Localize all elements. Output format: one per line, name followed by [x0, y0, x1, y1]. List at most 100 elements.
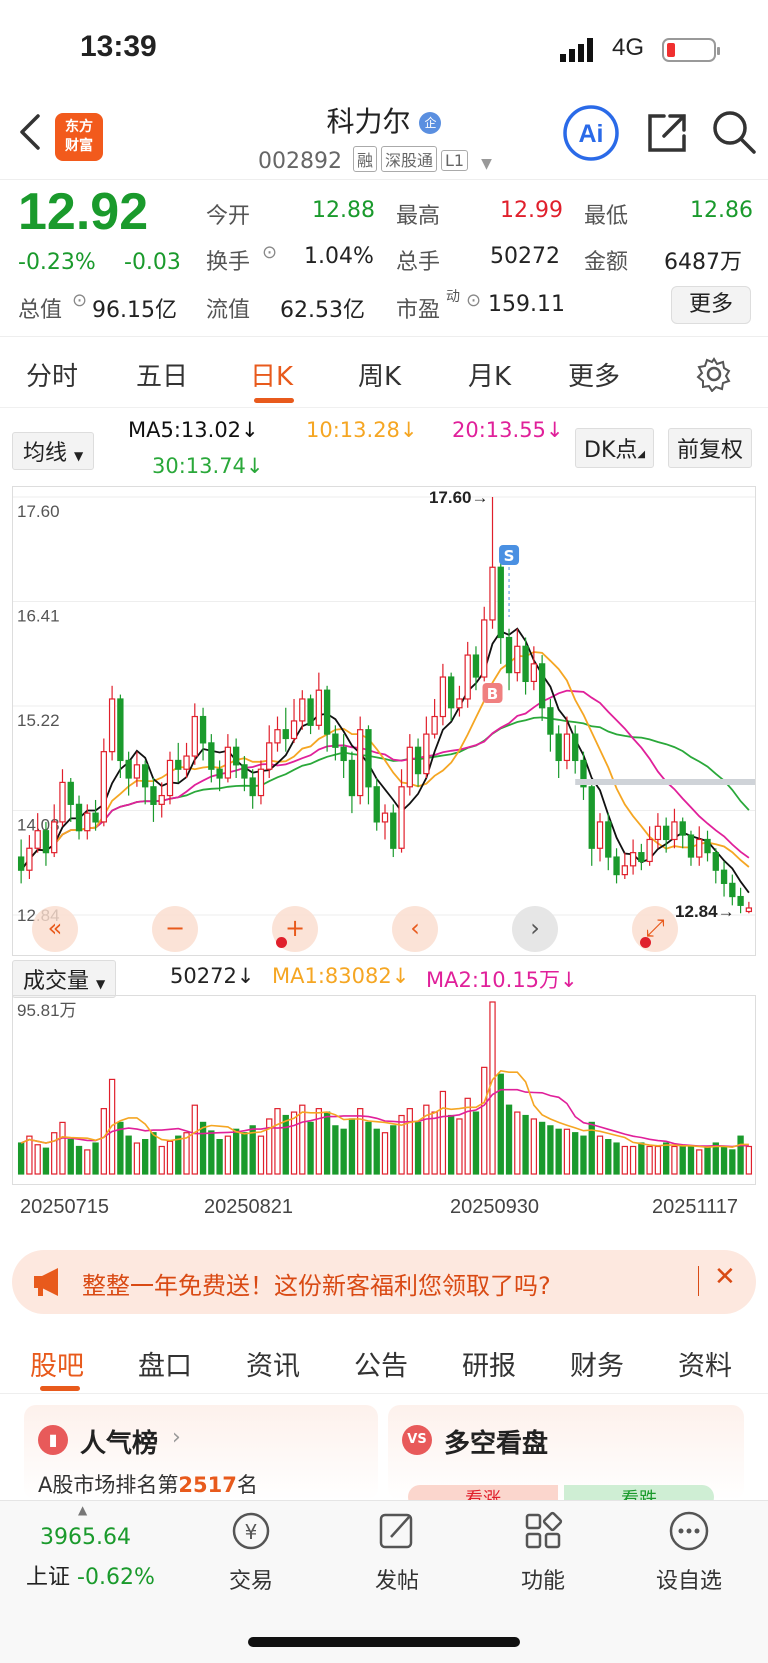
- index-name: 上证: [26, 1565, 71, 1590]
- candle-body: [505, 636, 513, 674]
- share-icon[interactable]: [644, 110, 690, 156]
- volume-bar: [729, 1149, 736, 1175]
- bull-bear-card[interactable]: VS 多空看盘 看涨 看跌: [388, 1405, 744, 1509]
- volume-bar: [100, 1108, 107, 1175]
- svg-text:Ai: Ai: [579, 120, 604, 148]
- amount-label: 金额: [584, 250, 629, 275]
- candle-body: [687, 834, 695, 858]
- volume-bar: [158, 1145, 165, 1175]
- index-row[interactable]: 上证 -0.62%: [26, 1559, 155, 1591]
- volume-bar: [67, 1139, 74, 1175]
- volume-bar: [17, 1142, 25, 1175]
- x-tick: 20250715: [20, 1196, 109, 1218]
- search-icon[interactable]: [710, 108, 758, 156]
- volume-bar: [92, 1142, 99, 1175]
- candle-body: [216, 768, 223, 779]
- indicator-select[interactable]: 均线 ▼: [12, 432, 95, 470]
- volume-bar: [530, 1118, 538, 1175]
- nav-post[interactable]: 发帖: [332, 1509, 462, 1595]
- fullscreen-button[interactable]: ⤢: [632, 906, 678, 952]
- buy-signal: [482, 683, 503, 703]
- volume-bar: [241, 1132, 248, 1175]
- prev-button[interactable]: ‹: [392, 906, 438, 952]
- volume-bar: [51, 1132, 58, 1175]
- tab-profile[interactable]: 资料: [678, 1351, 732, 1382]
- svg-text:¥: ¥: [245, 1520, 258, 1544]
- dk-point-button[interactable]: DK点◢: [575, 428, 655, 468]
- candle-body: [199, 715, 207, 744]
- volume-bar: [687, 1145, 695, 1175]
- info-icon[interactable]: ⊙: [72, 290, 88, 311]
- candle-body: [100, 751, 107, 823]
- volume-bar: [373, 1128, 380, 1175]
- tab-guba[interactable]: 股吧: [30, 1351, 84, 1382]
- tab-pankou[interactable]: 盘口: [138, 1351, 192, 1382]
- volume-bar: [588, 1121, 595, 1175]
- rank-title: 人气榜: [80, 1429, 159, 1459]
- adjust-button[interactable]: 前复权: [668, 428, 753, 468]
- volume-bar: [26, 1135, 33, 1175]
- vol-ma1-label: MA1:83082↓: [272, 964, 410, 988]
- tab-five-day[interactable]: 五日: [136, 362, 189, 392]
- candle-body: [547, 707, 554, 735]
- settings-icon[interactable]: [696, 356, 732, 392]
- index-change: -0.62%: [77, 1565, 155, 1590]
- last-price: 12.92: [18, 183, 149, 241]
- next-button[interactable]: ›: [512, 906, 558, 952]
- tab-monthly-k[interactable]: 月K: [468, 362, 512, 392]
- back-icon[interactable]: [18, 112, 42, 152]
- more-button[interactable]: 更多: [671, 286, 751, 324]
- y-tick-label: 17.60: [17, 502, 60, 521]
- stock-code-row[interactable]: 002892 融深股通 L1 ▼: [258, 146, 492, 174]
- enterprise-badge: 企: [419, 112, 442, 134]
- tab-finance[interactable]: 财务: [570, 1351, 624, 1382]
- ai-icon[interactable]: Ai: [562, 104, 620, 162]
- promo-banner[interactable]: 整整一年免费送！这份新客福利您领取了吗? ✕: [12, 1250, 756, 1314]
- tab-more[interactable]: 更多: [568, 362, 621, 392]
- candle-body: [142, 764, 149, 788]
- zoom-out-button[interactable]: −: [152, 906, 198, 952]
- volume-select[interactable]: 成交量 ▼: [12, 960, 117, 998]
- min-price-label: 12.84→: [675, 902, 735, 921]
- candle-body: [663, 825, 670, 841]
- tab-daily-k[interactable]: 日K: [250, 362, 294, 392]
- volume-bar: [266, 1118, 273, 1175]
- volume-bar: [679, 1145, 686, 1175]
- tab-weekly-k[interactable]: 周K: [358, 362, 402, 392]
- tab-research[interactable]: 研报: [462, 1351, 516, 1382]
- candle-body: [414, 746, 422, 775]
- rewind-button[interactable]: «: [32, 906, 78, 952]
- candle-body: [447, 676, 455, 709]
- volume-chart[interactable]: 95.81万: [12, 995, 756, 1185]
- info-icon[interactable]: ⊙: [466, 290, 482, 311]
- active-tab-indicator: [254, 398, 294, 403]
- candle-body: [373, 786, 380, 823]
- candle-body: [596, 821, 604, 849]
- nav-add-watchlist[interactable]: 设自选: [624, 1509, 754, 1595]
- kline-tabs: 分时 五日 日K 周K 月K 更多: [0, 340, 768, 408]
- nav-functions[interactable]: 功能: [478, 1509, 608, 1595]
- tab-announcements[interactable]: 公告: [354, 1351, 408, 1382]
- close-icon[interactable]: ✕: [714, 1262, 736, 1292]
- candle-body: [671, 821, 678, 841]
- nav-trade[interactable]: ¥ 交易: [186, 1509, 316, 1595]
- ma5-label: MA5:13.02↓: [128, 418, 259, 442]
- candle-body: [357, 729, 364, 797]
- max-price-label: 17.60→: [429, 488, 489, 507]
- volume-bar: [398, 1114, 405, 1175]
- banner-text: 整整一年免费送！这份新客福利您领取了吗?: [82, 1272, 551, 1300]
- volume-bar: [125, 1135, 132, 1175]
- ma-legend: 均线 ▼ MA5:13.02↓ 10:13.28↓ 20:13.55↓ 30:1…: [0, 408, 768, 488]
- index-value[interactable]: 3965.64: [40, 1525, 131, 1550]
- tab-intraday[interactable]: 分时: [26, 362, 79, 392]
- popularity-card[interactable]: ▮ 人气榜 › A股市场排名第2517名: [24, 1405, 378, 1500]
- info-icon[interactable]: ⊙: [262, 242, 278, 263]
- volume-bar: [357, 1108, 364, 1175]
- volume-bar: [59, 1121, 66, 1175]
- tab-news[interactable]: 资讯: [246, 1351, 300, 1382]
- candle-body: [621, 865, 628, 876]
- volume-bar: [605, 1139, 612, 1175]
- volume-bar: [489, 1001, 496, 1175]
- candle-body: [117, 698, 124, 762]
